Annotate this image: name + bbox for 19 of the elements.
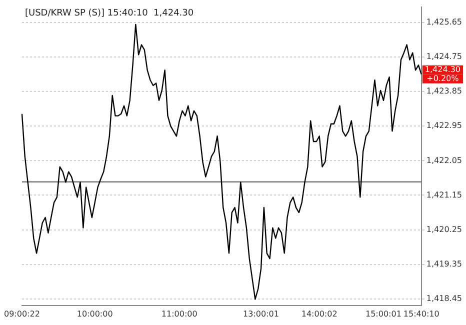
x-tick-label: 14:00:02 <box>301 309 338 318</box>
y-tick-label: 1,418.45 <box>426 294 462 303</box>
annotation: 1,424.30 <box>424 64 460 74</box>
y-tick-label: 1,425.65 <box>426 18 462 27</box>
chart-title: [USD/KRW SP (S)] 15:40:10 1,424.30 <box>24 8 194 19</box>
x-tick-label: 15:40:10 <box>403 309 440 318</box>
text: +0.20% <box>426 74 460 83</box>
x-tick-label: 11:00:00 <box>161 309 198 318</box>
y-tick-label: 1,420.25 <box>426 224 462 234</box>
y-tick-label: 1,419.35 <box>426 259 462 268</box>
y-tick-label: 1,422.95 <box>426 121 462 130</box>
y-tick-label: 1,421.15 <box>426 190 462 200</box>
x-tick-label: 10:00:00 <box>76 309 113 318</box>
x-tick-label: 13:00:01 <box>243 309 279 318</box>
y-tick-label: 1,422.05 <box>426 156 462 165</box>
x-tick-label: 09:00:22 <box>4 309 40 318</box>
x-tick-label: 15:00:01 <box>366 309 402 318</box>
y-tick-label: 1,423.85 <box>426 86 462 96</box>
y-tick-label: 1,424.75 <box>426 52 462 62</box>
